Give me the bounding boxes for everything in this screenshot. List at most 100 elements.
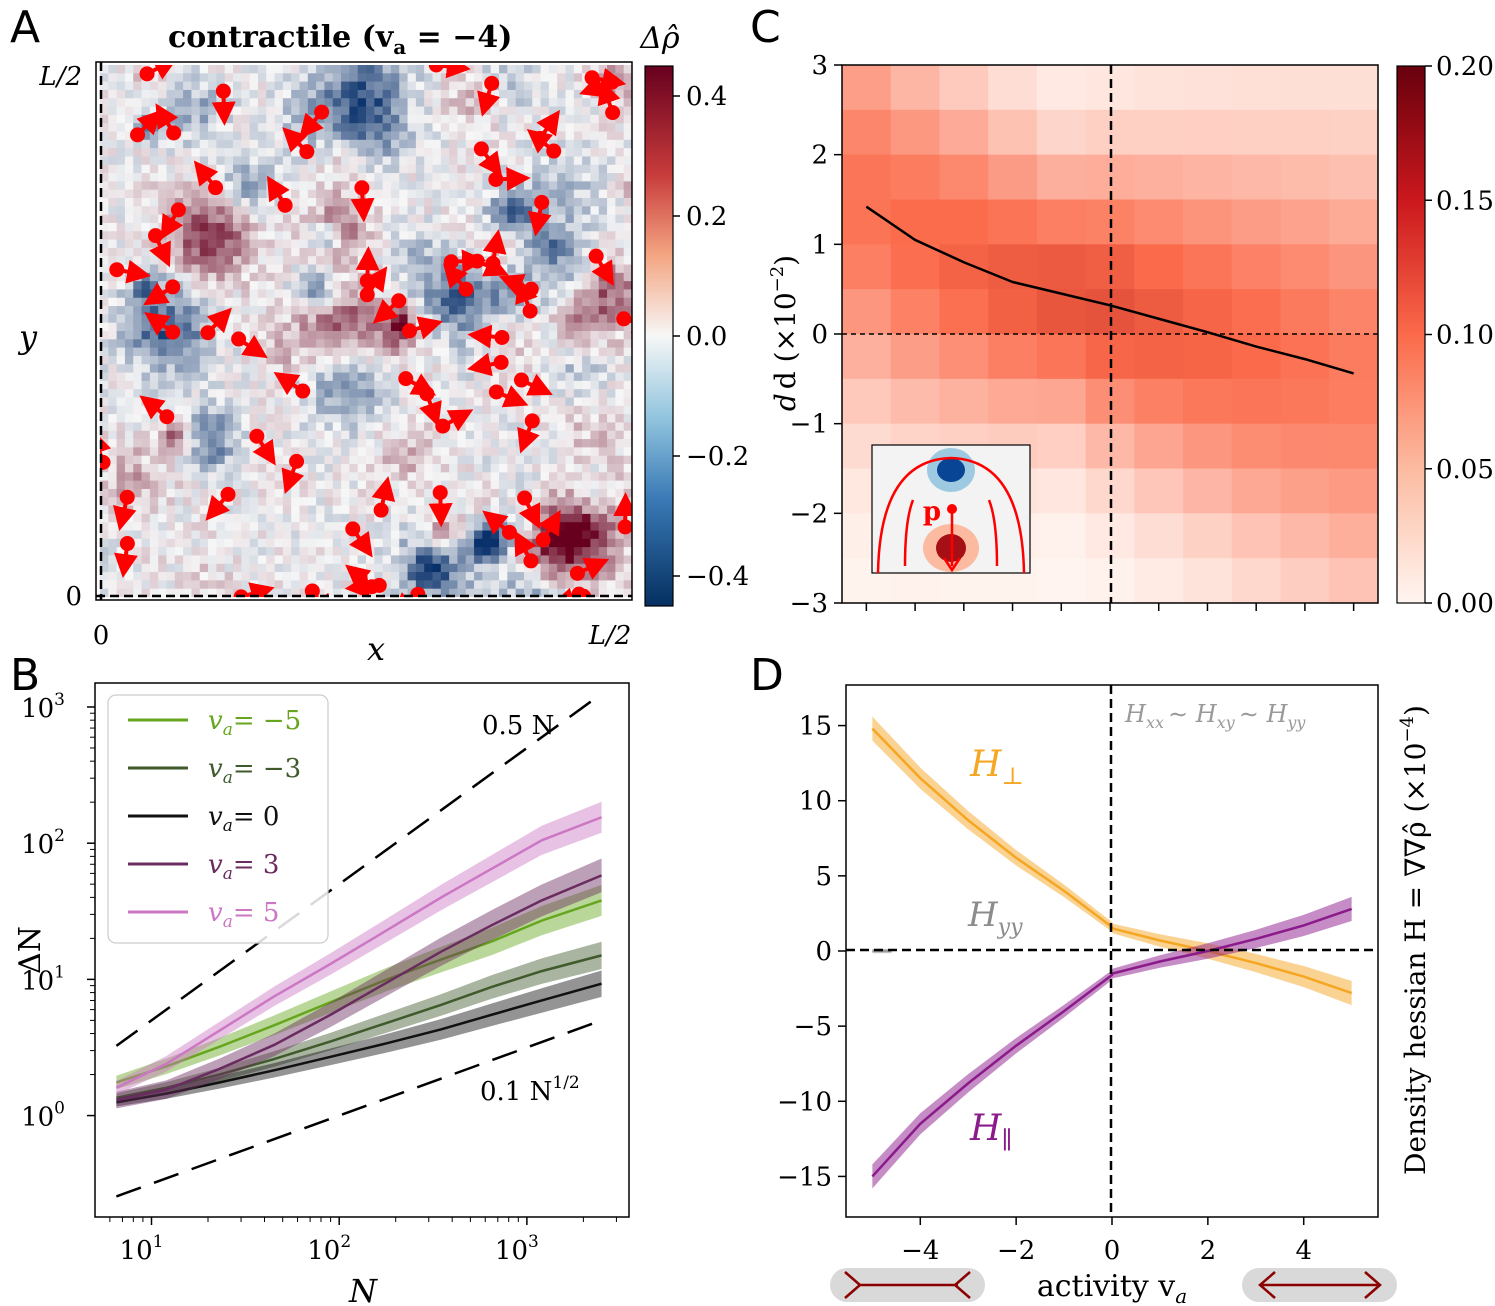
heat-cell (249, 189, 259, 199)
heat-cell (216, 339, 226, 349)
heat-cell (540, 430, 550, 440)
heat-cell (249, 580, 259, 590)
panel-a-ylabel: y (17, 318, 38, 356)
heat-cell (615, 347, 625, 357)
heat-cell (457, 555, 467, 565)
heat-cell (191, 65, 201, 74)
heat-cell (116, 272, 126, 282)
heat-cell (158, 181, 167, 191)
heat-cell (241, 198, 251, 207)
heat-cell (507, 547, 517, 556)
heat-cell (390, 73, 400, 83)
panel-a-xlabel: x (367, 630, 385, 668)
heat-cell (166, 89, 176, 99)
heat-cell (108, 239, 118, 249)
heat-cell (299, 89, 309, 99)
heat-cell (540, 222, 550, 232)
heat-cell (116, 331, 126, 340)
heat-cell (623, 156, 632, 166)
heat-cell (233, 464, 242, 473)
heat-cell (390, 580, 400, 590)
heat-cell (341, 189, 350, 199)
heat-cell (249, 181, 259, 191)
heat-cell (233, 347, 242, 357)
heat-cell (299, 156, 309, 166)
heat-cell (133, 480, 143, 490)
particle (616, 311, 632, 327)
heat-cell (174, 522, 184, 531)
heat-cell (573, 322, 583, 332)
heat-cell (224, 522, 234, 531)
heat-cell (274, 272, 284, 282)
heat-cell (1231, 378, 1282, 425)
heat-cell (324, 347, 334, 357)
heat-cell (233, 272, 242, 282)
heat-cell (432, 572, 442, 581)
heat-cell (573, 314, 583, 324)
heat-cell (291, 81, 300, 91)
heat-cell (582, 405, 591, 415)
heat-cell (316, 239, 325, 249)
heat-cell (233, 380, 242, 390)
heat-cell (565, 580, 575, 590)
heat-cell (415, 73, 425, 83)
panel-c-colorbar (1396, 65, 1426, 604)
heat-cell (565, 222, 575, 232)
heat-cell (216, 372, 226, 382)
heat-cell (233, 264, 242, 274)
heat-cell (573, 123, 583, 132)
heat-cell (332, 547, 342, 556)
heat-cell (515, 156, 525, 166)
heat-cell (482, 222, 492, 232)
heat-cell (282, 505, 292, 515)
heat-cell (224, 588, 234, 597)
heat-cell (174, 530, 184, 540)
heat-cell (241, 314, 251, 324)
heat-cell (116, 588, 126, 597)
heat-cell (540, 264, 550, 274)
heat-cell (390, 214, 400, 224)
heat-cell (299, 439, 309, 448)
heat-cell (108, 522, 118, 531)
heat-cell (366, 555, 375, 565)
heat-cell (274, 65, 284, 74)
heat-cell (191, 89, 201, 99)
heat-cell (133, 488, 143, 498)
heat-cell (399, 314, 409, 324)
heat-cell (332, 555, 342, 565)
heat-cell (183, 189, 192, 199)
heat-cell (1231, 468, 1282, 514)
heat-cell (507, 231, 517, 241)
heat-cell (357, 355, 367, 365)
heat-cell (316, 563, 325, 573)
heat-cell (316, 281, 325, 290)
heat-cell (607, 447, 616, 457)
heat-cell (399, 497, 409, 507)
heat-cell (590, 314, 600, 324)
heat-cell (357, 555, 367, 565)
heat-cell (515, 522, 525, 531)
heat-cell (241, 422, 251, 432)
heat-cell (191, 331, 201, 340)
heat-cell (598, 239, 608, 249)
heat-cell (440, 447, 450, 457)
heat-cell (382, 347, 392, 357)
heat-cell (216, 513, 226, 523)
heat-cell (174, 389, 184, 398)
heat-cell (515, 306, 525, 315)
heat-cell (590, 372, 600, 382)
particle (170, 202, 186, 218)
heat-cell (565, 114, 575, 124)
heat-cell (266, 239, 276, 249)
heat-cell (216, 455, 226, 465)
heat-cell (233, 364, 242, 374)
heat-cell (490, 547, 500, 556)
heat-cell (507, 264, 517, 274)
heat-cell (432, 522, 442, 531)
heat-cell (249, 547, 259, 556)
heat-cell (349, 480, 359, 490)
heat-cell (407, 513, 417, 523)
heat-cell (1280, 378, 1330, 425)
heat-cell (573, 331, 583, 340)
heat-cell (341, 81, 350, 91)
